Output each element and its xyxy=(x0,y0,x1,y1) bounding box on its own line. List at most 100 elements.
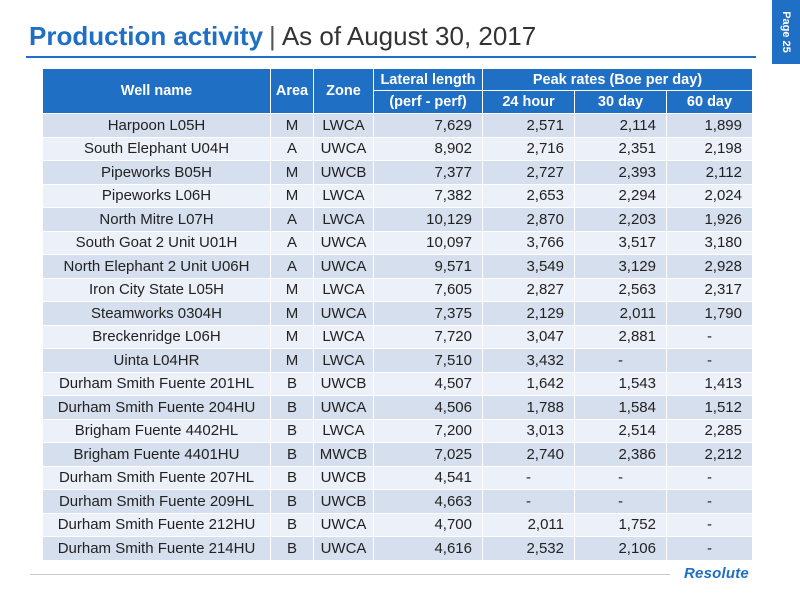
cell-well-name: Iron City State L05H xyxy=(42,277,271,302)
title-date: As of August 30, 2017 xyxy=(281,21,537,51)
table-row: Pipeworks B05H M UWCB 7,377 2,727 2,393 2,112 xyxy=(42,160,753,185)
cell-area: M xyxy=(270,277,314,302)
cell-30-day: 3,129 xyxy=(574,254,667,279)
cell-30-day: - xyxy=(574,465,667,490)
cell-well-name: Durham Smith Fuente 214HU xyxy=(42,536,271,561)
cell-lateral-length: 4,663 xyxy=(373,489,483,514)
cell-well-name: Brigham Fuente 4401HU xyxy=(42,442,271,467)
cell-zone: LWCA xyxy=(313,183,374,208)
cell-60-day: 3,180 xyxy=(666,230,753,255)
cell-60-day: - xyxy=(666,489,753,514)
cell-60-day: - xyxy=(666,536,753,561)
cell-24-hour: 2,827 xyxy=(482,277,575,302)
cell-lateral-length: 7,377 xyxy=(373,160,483,185)
cell-24-hour: 2,011 xyxy=(482,512,575,537)
table-row: Iron City State L05H M LWCA 7,605 2,827 2,563… xyxy=(42,277,753,302)
col-header-peak-rates: Peak rates (Boe per day) xyxy=(482,68,753,91)
cell-zone: LWCA xyxy=(313,113,374,138)
cell-60-day: 1,790 xyxy=(666,301,753,326)
cell-well-name: Brigham Fuente 4402HL xyxy=(42,418,271,443)
cell-24-hour: 3,013 xyxy=(482,418,575,443)
cell-60-day: 2,198 xyxy=(666,136,753,161)
cell-24-hour: 3,549 xyxy=(482,254,575,279)
table-header: Well name Area Zone Lateral length Peak … xyxy=(42,68,753,114)
col-header-30-day: 30 day xyxy=(574,90,667,114)
cell-zone: UWCA xyxy=(313,395,374,420)
cell-30-day: 2,011 xyxy=(574,301,667,326)
cell-60-day: 2,212 xyxy=(666,442,753,467)
table-row: Brigham Fuente 4402HL B LWCA 7,200 3,013 2,51… xyxy=(42,418,753,443)
cell-area: B xyxy=(270,489,314,514)
cell-zone: LWCA xyxy=(313,348,374,373)
table-row: Durham Smith Fuente 209HL B UWCB 4,663- - - xyxy=(42,489,753,514)
cell-60-day: 2,928 xyxy=(666,254,753,279)
cell-24-hour: 2,532 xyxy=(482,536,575,561)
table-row: North Elephant 2 Unit U06H A UWCA 9,571 3,54… xyxy=(42,254,753,279)
cell-well-name: Durham Smith Fuente 212HU xyxy=(42,512,271,537)
table-row: Durham Smith Fuente 207HL B UWCB 4,541- - - xyxy=(42,465,753,490)
page-number: Page 25 xyxy=(780,11,792,53)
cell-24-hour: 2,653 xyxy=(482,183,575,208)
table-row: Durham Smith Fuente 214HU B UWCA 4,616 2,532… xyxy=(42,536,753,561)
cell-zone: UWCB xyxy=(313,160,374,185)
cell-well-name: Durham Smith Fuente 209HL xyxy=(42,489,271,514)
col-header-24-hour: 24 hour xyxy=(482,90,575,114)
cell-area: M xyxy=(270,183,314,208)
cell-zone: UWCA xyxy=(313,512,374,537)
cell-well-name: Durham Smith Fuente 207HL xyxy=(42,465,271,490)
table-row: Steamworks 0304H M UWCA 7,375 2,129 2,011 1,79… xyxy=(42,301,753,326)
cell-30-day: 2,881 xyxy=(574,324,667,349)
footer-divider xyxy=(30,574,670,575)
cell-24-hour: 3,432 xyxy=(482,348,575,373)
cell-30-day: - xyxy=(574,348,667,373)
cell-area: A xyxy=(270,207,314,232)
cell-well-name: South Goat 2 Unit U01H xyxy=(42,230,271,255)
table-row: Durham Smith Fuente 201HL B UWCB 4,507 1,642… xyxy=(42,371,753,396)
cell-24-hour: 2,571 xyxy=(482,113,575,138)
cell-area: M xyxy=(270,113,314,138)
cell-60-day: 1,512 xyxy=(666,395,753,420)
production-table: Well name Area Zone Lateral length Peak … xyxy=(42,68,753,561)
cell-lateral-length: 7,720 xyxy=(373,324,483,349)
cell-zone: UWCA xyxy=(313,136,374,161)
table-row: Breckenridge L06H M LWCA 7,720 3,047 2,881- xyxy=(42,324,753,349)
cell-lateral-length: 4,507 xyxy=(373,371,483,396)
cell-area: B xyxy=(270,465,314,490)
col-header-lateral-length-sub: (perf - perf) xyxy=(373,90,483,114)
cell-lateral-length: 9,571 xyxy=(373,254,483,279)
cell-area: B xyxy=(270,512,314,537)
cell-30-day: 1,752 xyxy=(574,512,667,537)
cell-zone: LWCA xyxy=(313,207,374,232)
table-row: Brigham Fuente 4401HU B MWCB 7,025 2,740 2,38… xyxy=(42,442,753,467)
cell-lateral-length: 7,375 xyxy=(373,301,483,326)
cell-30-day: 1,543 xyxy=(574,371,667,396)
cell-zone: UWCA xyxy=(313,301,374,326)
cell-30-day: 2,106 xyxy=(574,536,667,561)
cell-area: B xyxy=(270,395,314,420)
cell-well-name: Steamworks 0304H xyxy=(42,301,271,326)
col-header-zone: Zone xyxy=(313,68,374,114)
cell-area: A xyxy=(270,230,314,255)
cell-area: B xyxy=(270,536,314,561)
cell-lateral-length: 7,025 xyxy=(373,442,483,467)
cell-24-hour: 1,642 xyxy=(482,371,575,396)
cell-30-day: 3,517 xyxy=(574,230,667,255)
table-body: Harpoon L05H M LWCA 7,629 2,571 2,114 1,899 Sou… xyxy=(42,113,753,561)
company-logo: Resolute xyxy=(684,565,749,582)
cell-area: B xyxy=(270,418,314,443)
title-divider xyxy=(26,56,756,58)
cell-well-name: Breckenridge L06H xyxy=(42,324,271,349)
cell-30-day: 2,294 xyxy=(574,183,667,208)
cell-24-hour: 2,727 xyxy=(482,160,575,185)
cell-lateral-length: 10,129 xyxy=(373,207,483,232)
col-header-well-name: Well name xyxy=(42,68,271,114)
cell-well-name: South Elephant U04H xyxy=(42,136,271,161)
col-header-area: Area xyxy=(270,68,314,114)
table-row: South Goat 2 Unit U01H A UWCA 10,097 3,766 3,… xyxy=(42,230,753,255)
cell-60-day: 2,024 xyxy=(666,183,753,208)
table-row: Durham Smith Fuente 204HU B UWCA 4,506 1,788… xyxy=(42,395,753,420)
cell-well-name: North Mitre L07H xyxy=(42,207,271,232)
cell-30-day: 2,393 xyxy=(574,160,667,185)
table-row: Pipeworks L06H M LWCA 7,382 2,653 2,294 2,024 xyxy=(42,183,753,208)
col-header-60-day: 60 day xyxy=(666,90,753,114)
